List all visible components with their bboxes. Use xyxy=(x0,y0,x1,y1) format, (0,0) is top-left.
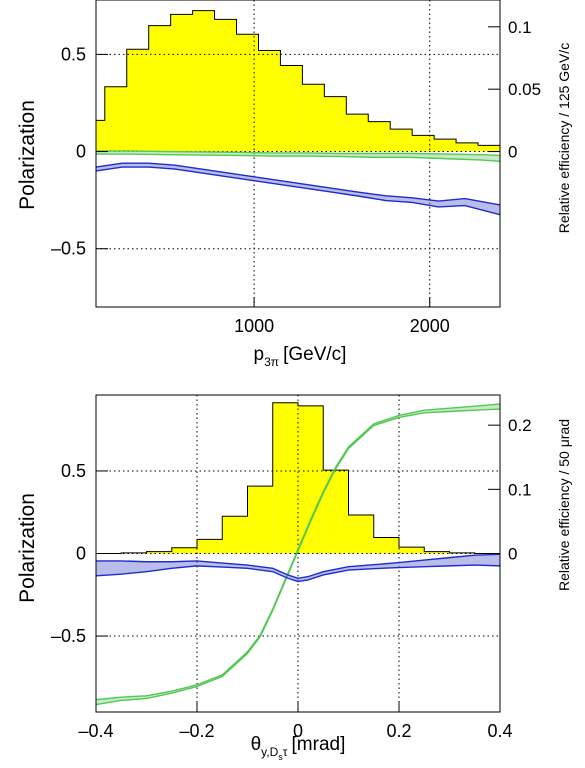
x-tick-label: 2000 xyxy=(410,316,450,336)
y2-tick-label: 0 xyxy=(508,143,517,162)
x-axis-label: p3π [GeV/c] xyxy=(254,344,347,369)
histogram-bin xyxy=(148,25,171,152)
x-axis-subsubscript: s xyxy=(278,752,283,762)
x-tick-label: –0.2 xyxy=(179,721,214,741)
tick-labels: –0.4 –0.2 0 0.2 0.4 0.5 0 –0.5 0.2 0.1 0 xyxy=(51,416,532,741)
plot-frame xyxy=(95,0,501,308)
y-tick-label: 0.5 xyxy=(61,461,86,481)
histogram-bin xyxy=(214,19,237,152)
histogram-bin xyxy=(272,402,298,554)
right-axis-label: Relative efficiency / 125 GeV/c xyxy=(556,43,572,233)
efficiency-histogram xyxy=(95,10,501,152)
polarization-curves xyxy=(95,150,501,216)
y-tick-label: 0.5 xyxy=(61,44,86,64)
y-tick-label: –0.5 xyxy=(51,626,86,646)
histogram-bin xyxy=(478,145,500,152)
polarization-curves xyxy=(95,403,501,706)
x-tick-label: 1000 xyxy=(234,316,274,336)
histogram-outline xyxy=(95,10,501,152)
histogram-bin xyxy=(323,470,349,554)
efficiency-histogram xyxy=(96,402,500,554)
histogram-bin xyxy=(280,65,303,152)
y2-tick-label: 0.2 xyxy=(508,416,532,435)
series-upper-blue xyxy=(95,162,501,206)
series-lower-blue xyxy=(95,564,501,583)
histogram-bin xyxy=(236,34,259,152)
histogram-bin xyxy=(456,142,479,152)
histogram-bin xyxy=(247,486,273,554)
histogram-bin xyxy=(192,10,215,152)
x-axis-unit: [mrad] xyxy=(292,734,346,755)
histogram-bin xyxy=(348,514,374,554)
histogram-bin xyxy=(424,551,450,554)
y2-tick-label: 0 xyxy=(508,545,517,564)
x-axis-symbol: p xyxy=(254,344,265,365)
axis-ticks xyxy=(95,424,501,712)
x-axis-subscript: y,D xyxy=(261,745,278,759)
histogram-bin xyxy=(171,547,197,554)
histogram-bin xyxy=(412,135,435,152)
x-axis-label: θy,Dsτ [mrad] xyxy=(251,734,346,762)
y-axis-label: Polarization xyxy=(16,100,39,210)
x-tick-label: –0.4 xyxy=(78,721,113,741)
y-axis-label: Polarization xyxy=(16,493,39,603)
right-axis-label: Relative efficiency / 50 μrad xyxy=(556,419,572,591)
histogram-bin xyxy=(298,405,324,554)
series-upper-blue xyxy=(96,553,501,579)
histogram-bin xyxy=(368,121,391,152)
axis-ticks xyxy=(96,26,500,307)
y2-tick-label: 0.05 xyxy=(508,80,541,99)
histogram-bin xyxy=(126,49,149,152)
histogram-bin xyxy=(197,539,223,554)
histogram-bin xyxy=(346,114,369,152)
x-axis-subscript-tail: τ xyxy=(283,745,288,759)
grid xyxy=(96,395,500,712)
histogram-bin xyxy=(170,14,193,152)
y2-tick-label: 0.1 xyxy=(508,18,532,37)
histogram-bin xyxy=(390,129,413,152)
histogram-bin xyxy=(146,551,172,554)
tick-labels: 1000 2000 0.5 0 –0.5 0.1 0.05 0 xyxy=(51,18,541,336)
x-tick-label: 0.4 xyxy=(487,721,512,741)
histogram-bin xyxy=(104,86,127,152)
x-axis-unit: [GeV/c] xyxy=(283,344,346,365)
series-lower-blue xyxy=(95,166,501,216)
histogram-bin xyxy=(399,547,425,554)
bottom-panel: –0.4 –0.2 0 0.2 0.4 0.5 0 –0.5 0.2 0.1 0 Polarizat… xyxy=(16,394,572,762)
top-panel: 1000 2000 0.5 0 –0.5 0.1 0.05 0 Polarization Re… xyxy=(16,0,572,369)
x-tick-label: 0.2 xyxy=(386,721,411,741)
histogram-bin xyxy=(222,516,248,554)
x-axis-subscript: 3π xyxy=(264,355,279,369)
histogram-bin xyxy=(434,139,457,152)
histogram-bin xyxy=(302,84,325,152)
series-upper-green xyxy=(96,150,501,157)
series-lower-green xyxy=(95,408,501,706)
y-tick-label: –0.5 xyxy=(51,239,86,259)
histogram-bin xyxy=(373,537,399,554)
histogram-bin xyxy=(96,120,105,152)
series-lower-green xyxy=(96,153,501,162)
x-axis-symbol: θ xyxy=(251,734,262,755)
x-tick-label: 0 xyxy=(293,721,303,741)
histogram-bin xyxy=(324,96,347,152)
y2-tick-label: 0.1 xyxy=(508,480,532,499)
histogram-bin xyxy=(258,50,281,152)
y-tick-label: 0 xyxy=(76,544,86,564)
y-tick-label: 0 xyxy=(76,142,86,162)
